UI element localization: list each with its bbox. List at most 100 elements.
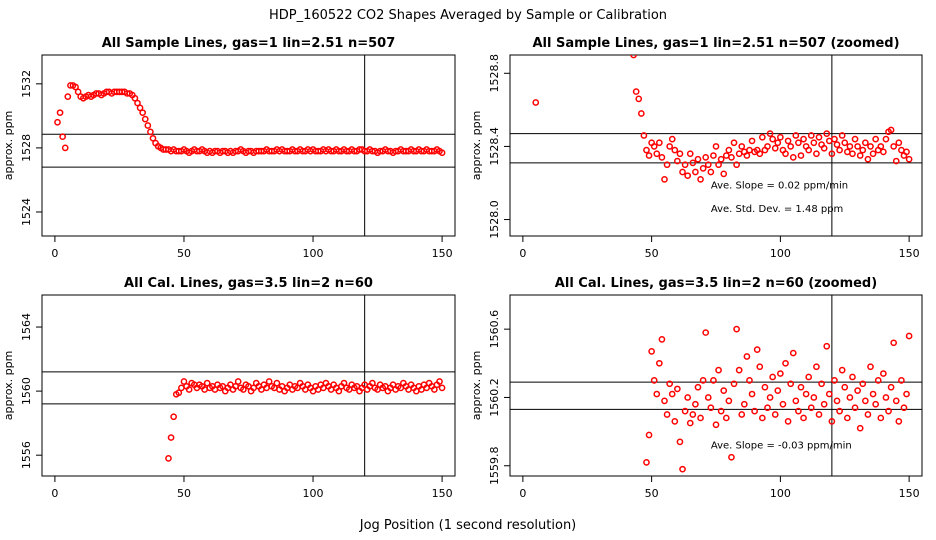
data-point bbox=[635, 95, 643, 103]
data-point bbox=[165, 455, 172, 462]
figure-x-axis-label: Jog Position (1 second resolution) bbox=[359, 518, 577, 533]
data-point bbox=[637, 110, 645, 117]
data-point bbox=[436, 378, 443, 385]
data-point bbox=[686, 150, 694, 158]
data-point bbox=[340, 379, 348, 387]
data-point bbox=[797, 383, 805, 391]
data-point bbox=[802, 390, 810, 398]
data-point bbox=[784, 137, 792, 145]
data-point bbox=[632, 88, 640, 95]
data-point bbox=[820, 144, 828, 152]
data-point bbox=[738, 411, 746, 418]
data-point bbox=[170, 413, 177, 421]
data-point bbox=[653, 150, 661, 158]
data-point bbox=[643, 146, 650, 154]
data-point bbox=[234, 378, 242, 385]
x-tick-label: 150 bbox=[899, 247, 920, 260]
data-point bbox=[671, 418, 679, 425]
data-point bbox=[668, 390, 676, 398]
data-point bbox=[730, 139, 738, 147]
data-point bbox=[807, 404, 815, 412]
panel-4-y-axis-label: approx. ppm bbox=[470, 351, 483, 421]
data-point bbox=[769, 135, 777, 143]
data-point bbox=[720, 387, 728, 394]
panel-3-y-axis-label: approx. ppm bbox=[2, 351, 15, 421]
data-point bbox=[715, 161, 722, 169]
y-tick-label: 1556 bbox=[20, 441, 33, 469]
data-point bbox=[663, 161, 671, 169]
data-point bbox=[820, 400, 828, 408]
data-point bbox=[813, 363, 820, 371]
data-point bbox=[712, 421, 720, 429]
data-point bbox=[800, 414, 807, 422]
data-point bbox=[759, 133, 766, 141]
data-point bbox=[874, 377, 882, 384]
x-tick-label: 50 bbox=[177, 247, 191, 260]
data-point bbox=[800, 135, 807, 143]
x-tick-label: 50 bbox=[645, 247, 659, 260]
data-point bbox=[725, 397, 733, 405]
data-point bbox=[748, 137, 756, 145]
data-point bbox=[810, 139, 818, 147]
data-point bbox=[756, 150, 764, 158]
data-point bbox=[872, 135, 880, 143]
data-point bbox=[704, 161, 712, 169]
data-point bbox=[704, 394, 712, 401]
data-point bbox=[702, 329, 710, 336]
data-point bbox=[769, 373, 777, 381]
data-point bbox=[813, 150, 820, 158]
data-point bbox=[728, 453, 735, 461]
data-point bbox=[854, 143, 861, 150]
data-point bbox=[856, 424, 864, 432]
data-point bbox=[787, 380, 795, 388]
data-point bbox=[273, 379, 281, 387]
panel-1-title: All Sample Lines, gas=1 lin=2.51 n=507 bbox=[102, 36, 396, 51]
data-point bbox=[674, 385, 681, 393]
data-point bbox=[645, 431, 653, 439]
data-point bbox=[684, 394, 692, 401]
data-point bbox=[771, 144, 779, 152]
data-point bbox=[854, 387, 861, 394]
panel-3: All Cal. Lines, gas=3.5 lin=2 n=60 approx… bbox=[2, 276, 456, 500]
panel-2-frame bbox=[509, 54, 923, 237]
y-tick-label: 1560.2 bbox=[488, 378, 501, 417]
panel-1-reference-lines bbox=[42, 55, 455, 236]
data-point bbox=[679, 168, 686, 176]
data-point bbox=[862, 139, 869, 147]
data-point bbox=[890, 339, 898, 347]
data-point bbox=[846, 143, 854, 150]
y-tick-label: 1559.8 bbox=[488, 447, 501, 486]
data-point bbox=[815, 411, 823, 418]
data-point bbox=[898, 377, 905, 384]
data-point bbox=[438, 149, 446, 157]
data-point bbox=[797, 152, 805, 159]
data-point bbox=[869, 150, 877, 158]
data-point bbox=[131, 94, 139, 102]
data-point bbox=[710, 152, 717, 159]
panel-3-points bbox=[165, 378, 446, 462]
data-point bbox=[663, 411, 671, 418]
annotation: Ave. Slope = 0.02 ppm/min bbox=[711, 180, 848, 191]
data-point bbox=[699, 165, 707, 172]
y-tick-label: 1524 bbox=[20, 198, 33, 226]
data-point bbox=[838, 132, 846, 139]
panel-3-reference-lines bbox=[42, 295, 455, 476]
figure-main-title: HDP_160522 CO2 Shapes Averaged by Sample… bbox=[269, 8, 667, 23]
panel-1-points bbox=[54, 82, 446, 157]
data-point bbox=[877, 414, 885, 422]
x-tick-label: 50 bbox=[645, 487, 659, 500]
data-point bbox=[872, 400, 880, 408]
data-point bbox=[895, 418, 903, 425]
data-point bbox=[807, 132, 815, 139]
data-point bbox=[900, 404, 908, 412]
data-point bbox=[843, 414, 851, 422]
panel-4-frame bbox=[509, 294, 923, 477]
data-point bbox=[869, 390, 877, 398]
data-point bbox=[792, 397, 800, 405]
data-point bbox=[795, 407, 802, 415]
data-point bbox=[885, 407, 892, 415]
data-point bbox=[676, 438, 684, 446]
data-point bbox=[694, 155, 702, 163]
panel-2-title: All Sample Lines, gas=1 lin=2.51 n=507 (… bbox=[532, 36, 899, 51]
panel-4: All Cal. Lines, gas=3.5 lin=2 n=60 (zoom… bbox=[470, 276, 923, 500]
